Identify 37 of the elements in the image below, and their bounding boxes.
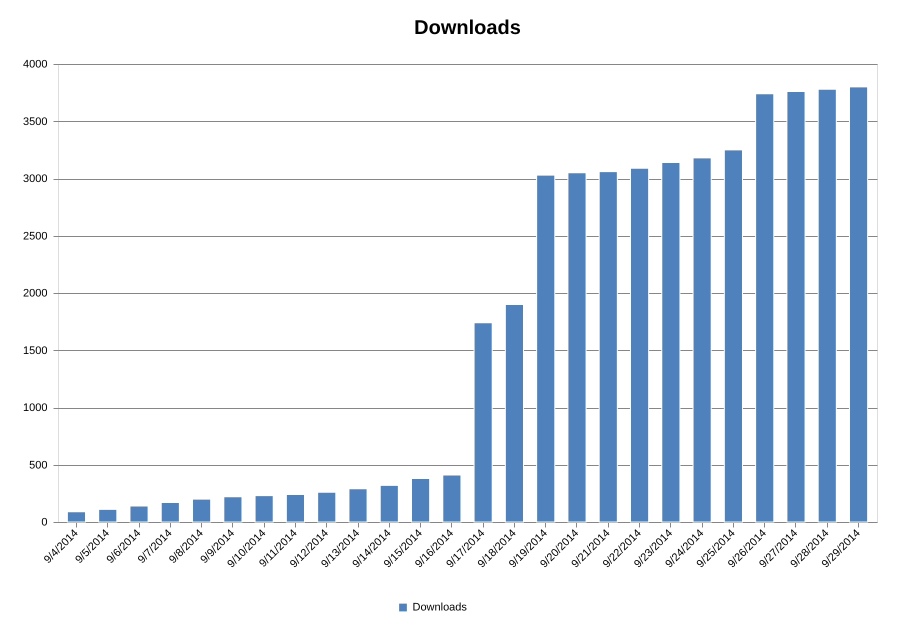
y-tick-label: 0 bbox=[41, 516, 48, 528]
bar bbox=[692, 157, 712, 522]
bar bbox=[536, 174, 556, 522]
bar bbox=[66, 511, 86, 522]
bar bbox=[786, 90, 806, 522]
y-tick-label: 1500 bbox=[23, 344, 48, 357]
chart-title: Downloads bbox=[414, 17, 521, 39]
bar bbox=[724, 149, 743, 522]
bar bbox=[474, 322, 493, 522]
bar bbox=[630, 168, 650, 522]
bar bbox=[348, 488, 368, 522]
bar bbox=[848, 86, 868, 522]
y-tick-label: 1000 bbox=[23, 402, 48, 414]
bar bbox=[818, 88, 837, 522]
bar bbox=[598, 171, 618, 522]
bar bbox=[411, 478, 430, 522]
y-tick-label: 4000 bbox=[23, 58, 48, 70]
bar bbox=[755, 93, 774, 522]
bar bbox=[98, 508, 118, 522]
bar bbox=[129, 505, 149, 522]
bar bbox=[380, 484, 399, 522]
bar bbox=[661, 162, 680, 522]
y-tick-label: 2500 bbox=[23, 230, 48, 242]
y-tick-label: 3000 bbox=[23, 173, 48, 185]
bar bbox=[254, 495, 274, 522]
bar bbox=[160, 502, 180, 522]
bar bbox=[223, 496, 242, 522]
y-tick-label: 3500 bbox=[23, 116, 48, 128]
y-tick-label: 2000 bbox=[23, 288, 48, 300]
bar bbox=[504, 304, 524, 522]
y-tick-label: 500 bbox=[29, 459, 48, 472]
bar bbox=[317, 492, 336, 522]
bar bbox=[567, 172, 587, 522]
legend-label: Downloads bbox=[412, 602, 468, 614]
bar bbox=[442, 474, 462, 522]
bar bbox=[286, 494, 306, 522]
bar bbox=[192, 498, 212, 522]
